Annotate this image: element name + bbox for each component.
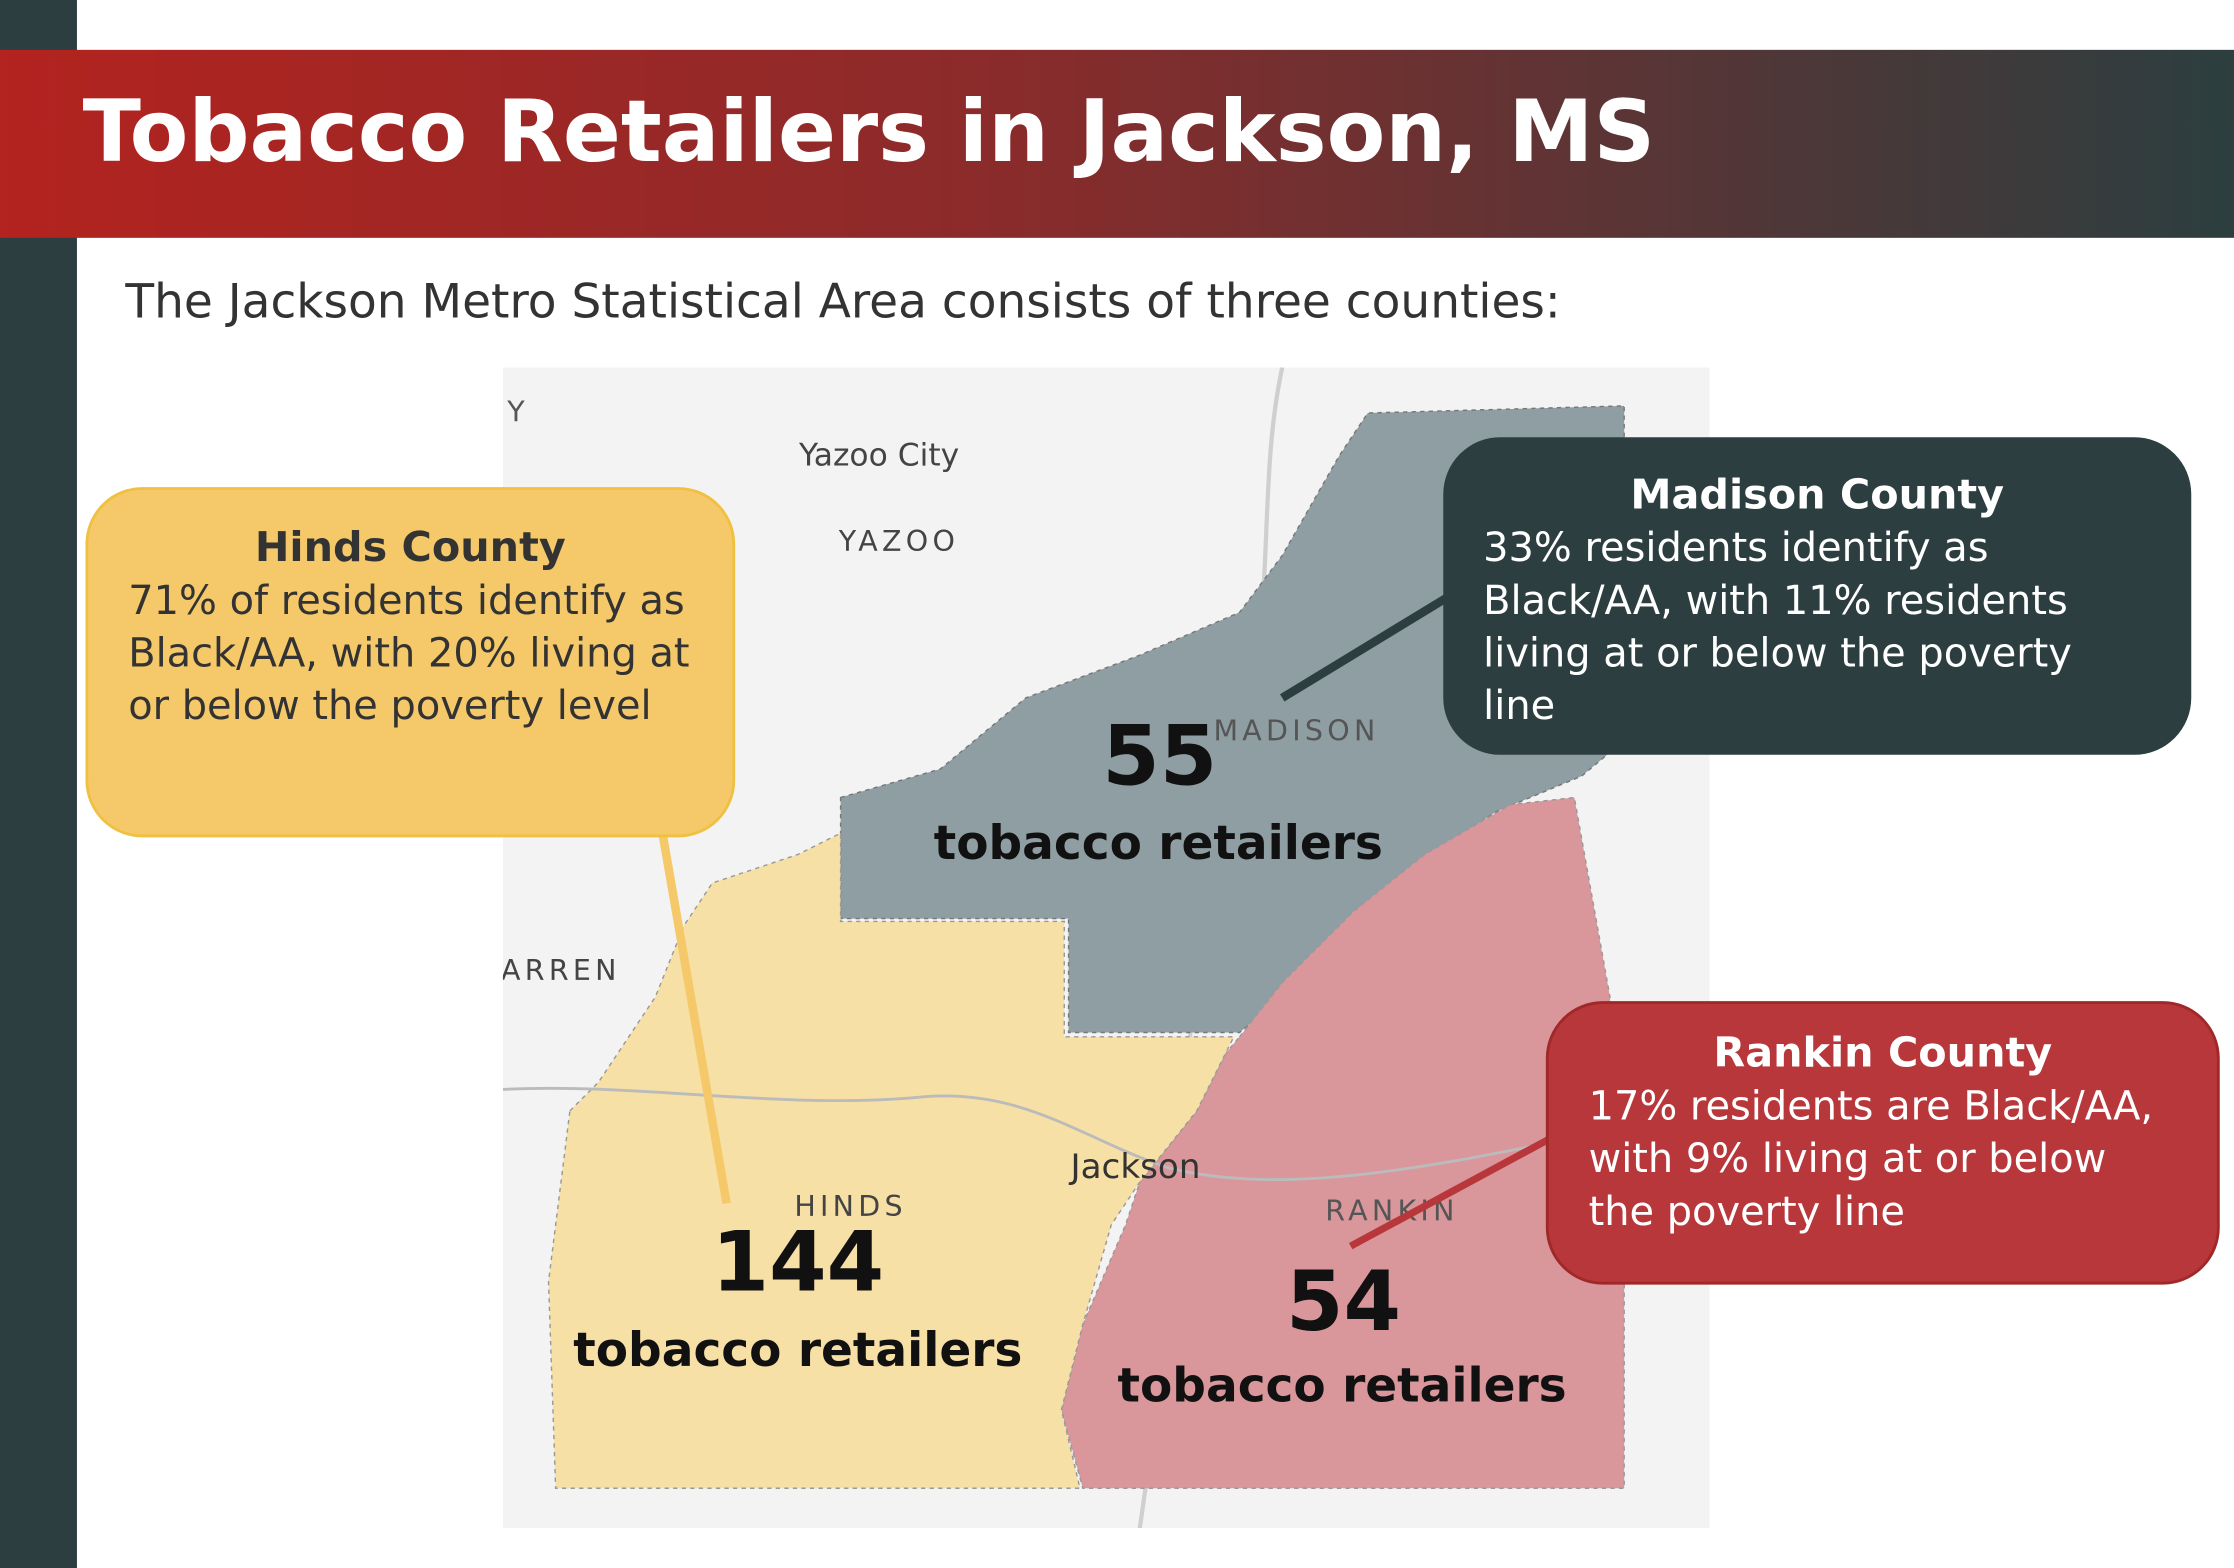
county-name: Madison County <box>1630 469 2005 519</box>
county-description: 33% residents identify as Black/AA, with… <box>1483 524 2072 730</box>
map-label: MADISON <box>1213 715 1379 748</box>
rankin-connector <box>1348 1136 1551 1250</box>
retailer-count: 144 <box>711 1213 885 1311</box>
hinds-callout: Hinds County 71% of residents identify a… <box>85 487 736 838</box>
sidebar <box>0 0 77 1568</box>
retailer-count: 55 <box>1102 707 1218 805</box>
county-description: 71% of residents identify as Black/AA, w… <box>128 576 690 730</box>
rankin-region <box>1060 796 1625 1489</box>
county-name: Rankin County <box>1713 1028 2053 1077</box>
retailer-label: tobacco retailers <box>933 814 1383 871</box>
madison-callout: Madison County 33% residents identify as… <box>1443 437 2192 755</box>
madison-connector <box>1280 594 1449 702</box>
header-bar <box>0 49 2234 238</box>
rankin-callout: Rankin County 17% residents are Black/AA… <box>1545 1001 2220 1285</box>
map-label: WARREN <box>470 954 621 987</box>
madison-region <box>839 405 1625 1034</box>
map-label: HINDS <box>794 1190 906 1223</box>
county-name: Hinds County <box>254 522 566 572</box>
highway <box>502 1086 1568 1182</box>
retailer-label: tobacco retailers <box>573 1321 1023 1378</box>
map-label: YAZOO <box>838 525 959 558</box>
retailer-count: 54 <box>1286 1253 1402 1351</box>
county-description: 17% residents are Black/AA, with 9% livi… <box>1588 1082 2154 1235</box>
map-label: Yazoo City <box>798 438 959 474</box>
hinds-region <box>547 831 1235 1489</box>
title: Tobacco Retailers in Jackson, MS <box>82 82 1656 183</box>
hinds-connector <box>658 832 731 1205</box>
retailer-label: tobacco retailers <box>1117 1357 1567 1413</box>
map-label: Jackson <box>1069 1147 1201 1187</box>
map-label: Y <box>506 396 525 429</box>
subtitle: The Jackson Metro Statistical Area consi… <box>125 273 1561 329</box>
